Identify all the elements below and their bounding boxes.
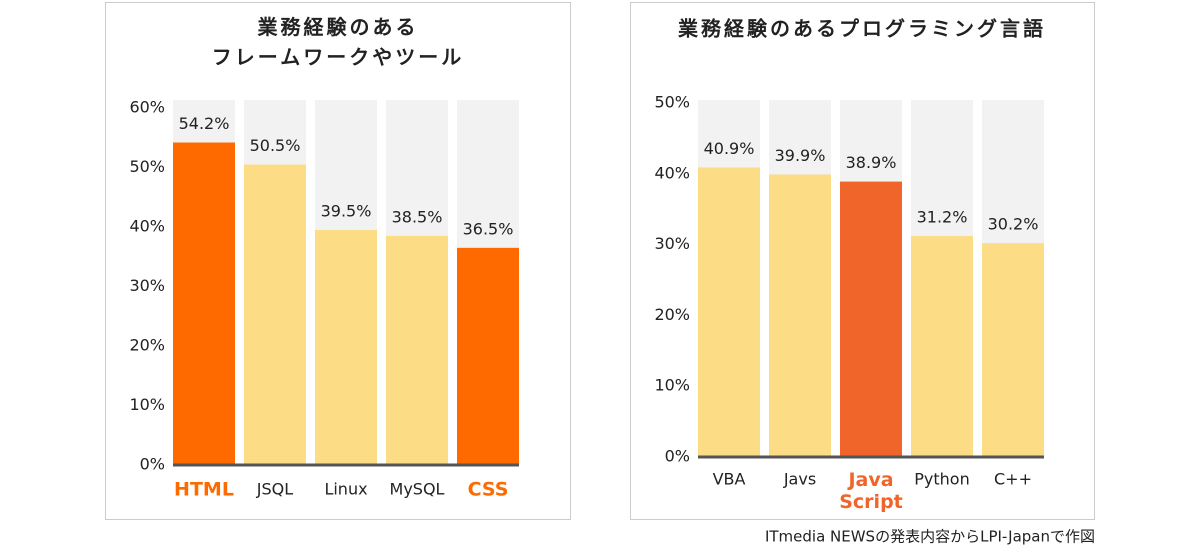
chart-title: 業務経験のあるプログラミング言語 (678, 17, 1046, 41)
x-tick-label: MySQL (390, 480, 445, 499)
bar (769, 174, 831, 457)
x-tick-label: CSS (468, 479, 509, 501)
y-tick-label: 0% (140, 455, 165, 474)
value-label: 36.5% (463, 219, 514, 238)
chart-title: 業務経験のあるフレームワークやツール (212, 15, 464, 69)
bar (982, 243, 1044, 457)
value-label: 39.5% (321, 201, 372, 220)
y-tick-label: 40% (129, 217, 165, 236)
x-tick-label: Linux (324, 480, 367, 499)
x-tick-label: VBA (713, 470, 746, 489)
y-tick-label: 20% (129, 336, 165, 355)
y-tick-label: 10% (654, 376, 690, 395)
x-tick-label: Java Script (839, 469, 903, 513)
y-tick-label: 60% (129, 98, 165, 117)
source-note: ITmedia NEWSの発表内容からLPI-Japanで作図 (765, 528, 1095, 546)
x-tick-label: C++ (994, 470, 1032, 489)
x-tick-label: Javs (783, 470, 816, 489)
y-tick-label: 50% (129, 157, 165, 176)
bar (173, 142, 235, 465)
y-tick-label: 0% (665, 447, 690, 466)
bar (386, 235, 448, 465)
value-label: 38.5% (392, 207, 443, 226)
y-tick-label: 20% (654, 305, 690, 324)
bar (911, 236, 973, 457)
y-tick-label: 30% (129, 276, 165, 295)
value-label: 39.9% (775, 146, 826, 165)
y-tick-label: 40% (654, 163, 690, 182)
x-tick-label: HTML (174, 479, 234, 501)
value-label: 40.9% (704, 139, 755, 158)
value-label: 38.9% (846, 153, 897, 172)
bar (840, 181, 902, 457)
value-label: 50.5% (250, 136, 301, 155)
value-label: 54.2% (179, 114, 230, 133)
y-tick-label: 10% (129, 395, 165, 414)
bar (244, 164, 306, 465)
y-tick-label: 50% (654, 93, 690, 112)
value-label: 30.2% (988, 215, 1039, 234)
bar (457, 247, 519, 465)
bar (315, 229, 377, 465)
bar (698, 167, 760, 458)
value-label: 31.2% (917, 208, 968, 227)
y-tick-label: 30% (654, 234, 690, 253)
x-tick-label: Python (914, 470, 969, 489)
x-tick-label: JSQL (256, 480, 293, 499)
